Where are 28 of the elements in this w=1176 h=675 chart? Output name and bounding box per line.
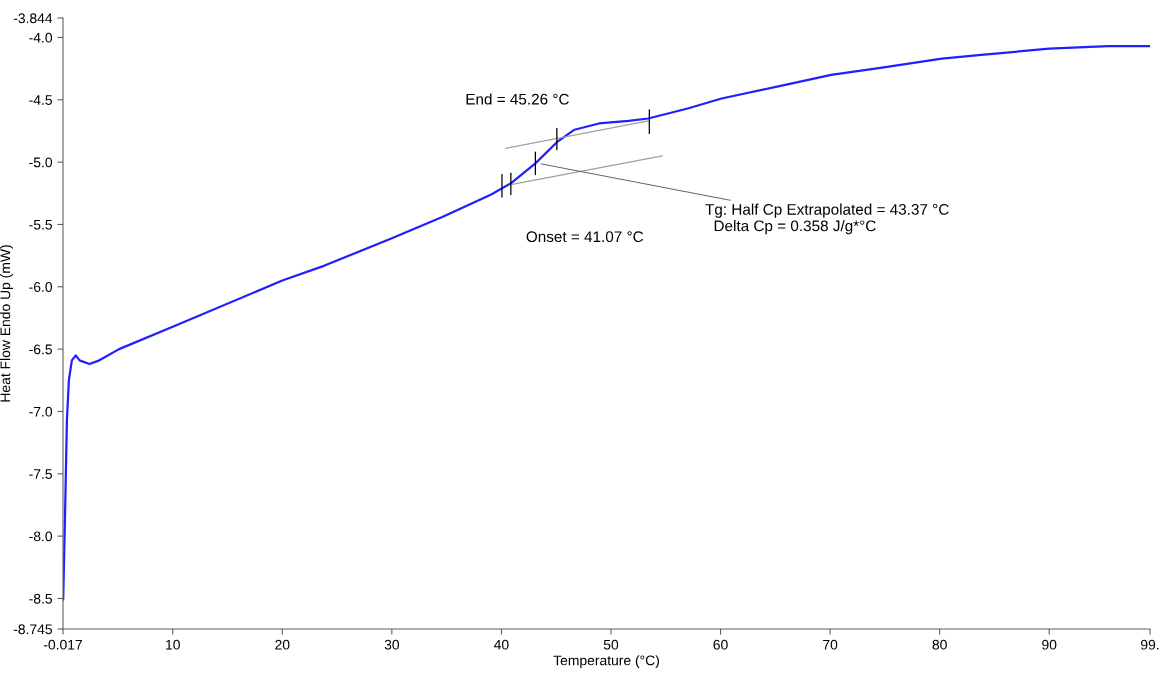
- y-tick-label: -8.745: [13, 624, 53, 635]
- x-tick-label: 60: [713, 639, 728, 650]
- y-tick-label: -5.0: [29, 157, 53, 168]
- annotation: Onset = 41.07 °C: [526, 231, 644, 243]
- y-tick-label: -4.5: [29, 95, 52, 105]
- y-tick-label: -3.844: [13, 13, 53, 24]
- x-tick-label: 10: [166, 639, 180, 650]
- x-tick-label: -0.017: [43, 639, 82, 650]
- y-tick-label: -6.5: [29, 344, 52, 355]
- y-tick-label: -6.0: [29, 282, 53, 292]
- x-tick-label: 90: [1042, 639, 1057, 650]
- x-tick-label: 80: [932, 639, 947, 650]
- y-tick-label: -8.5: [29, 593, 52, 604]
- y-tick-label: -5.5: [29, 219, 52, 230]
- x-tick-label: 70: [823, 639, 838, 650]
- x-tick-label: 99.: [1141, 639, 1159, 650]
- x-axis-title: Temperature (°C): [553, 655, 659, 669]
- y-tick-label: -7.5: [29, 469, 52, 479]
- y-tick-label: -4.0: [29, 32, 53, 43]
- x-tick-label: 50: [603, 639, 619, 650]
- x-tick-label: 40: [494, 639, 509, 650]
- x-tick-label: 30: [384, 639, 400, 650]
- annotation: Tg: Half Cp Extrapolated = 43.37 °C Delta Cp = 0.358 J/g*°C: [705, 203, 949, 235]
- y-tick-label: -8.0: [29, 531, 53, 542]
- y-tick-label: -7.0: [29, 406, 53, 417]
- annotation: End = 45.26 °C: [466, 93, 569, 105]
- y-axis-title: Heat Flow Endo Up (mW): [0, 245, 13, 402]
- x-tick-label: 20: [275, 639, 290, 650]
